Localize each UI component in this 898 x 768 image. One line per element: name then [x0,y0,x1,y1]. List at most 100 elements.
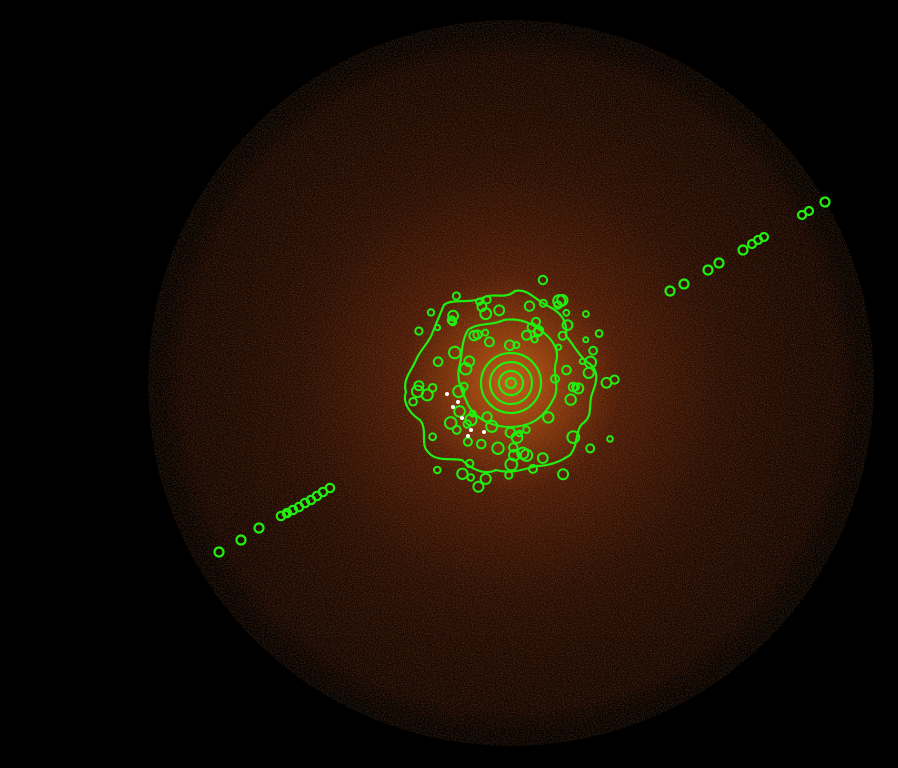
contour-blob [459,362,473,376]
field-noise [148,20,874,746]
contour-blob [410,384,425,398]
contour-blob [522,425,531,435]
contour-blob [485,419,499,433]
contour-blob [414,326,424,336]
jet-knot [702,264,714,276]
ring-contour-1 [479,351,543,415]
contour-blob [481,328,490,337]
source-marker [482,430,486,434]
contour-blob [530,335,539,344]
contour-blob [528,463,538,474]
contour-blob [557,330,568,341]
contour-blob [428,432,438,442]
contour-blob [606,435,614,443]
contour-blob [504,426,517,439]
contour-blob [463,355,476,368]
contour-blob [432,356,444,368]
ring-contour-3 [497,369,525,397]
contour-blob [564,393,577,406]
contour-blob [426,308,436,317]
contour-blob [594,329,604,338]
source-marker [451,405,455,409]
contour-blob [459,381,469,391]
contour-blob [572,382,585,395]
contour-blob [550,373,560,384]
contour-blob [482,295,492,305]
contour-blob [588,345,598,356]
contour-blob [512,341,521,350]
jet-knot [324,482,336,494]
contour-blob [515,429,524,438]
jet-knot [758,231,770,243]
contour-blob [523,300,536,312]
jet-knot [213,546,225,558]
jet-knot [678,278,690,290]
source-marker [460,416,464,420]
contour-blob [472,480,485,493]
contour-blob [491,441,505,455]
contour-blob [427,383,438,393]
contour-blob [448,317,458,327]
contour-blob [451,291,461,301]
jet-knot [281,509,291,519]
contour-blob [462,419,472,429]
contour-blob [562,308,571,317]
contour-blob [433,465,442,475]
contour-blob [561,319,574,332]
contour-blob [583,355,598,369]
contour-blob [452,384,466,398]
contour-blob [465,458,475,469]
contour-blob [476,438,487,450]
contour-blob [453,405,466,418]
contour-blob [504,457,519,472]
jet-knot [737,244,749,256]
lower-left-jet-chain [213,482,336,558]
contour-blob [483,336,495,348]
contour-blob [585,443,596,454]
contour-blob [508,442,519,453]
contour-blob [448,345,462,360]
contour-blob [542,411,555,424]
contour-blob [433,324,442,332]
contour-blob [443,416,458,430]
ring-contour-4 [504,376,518,390]
source-marker [445,392,449,396]
jet-knot [235,534,247,546]
contour-blob [582,310,590,318]
contour-blob [555,343,563,351]
source-marker [466,434,470,438]
contour-blob [464,413,478,427]
contour-blob [481,411,493,423]
contour-blob [456,467,469,480]
contour-blob [561,364,572,376]
jet-knot [803,205,815,217]
outer-contour [403,289,598,474]
contour-blob [479,472,492,485]
contour-blob [532,326,544,338]
jet-knot [664,285,676,297]
source-marker [456,400,460,404]
ring-contour-2 [488,360,534,406]
contour-blob [504,470,514,480]
contour-blob [413,380,425,392]
contour-blob [447,309,460,322]
contour-blob [472,329,483,340]
contour-blob [536,452,549,465]
contour-blob-cluster [408,274,620,493]
upper-right-jet-chain [664,196,831,297]
jet-knot [819,196,831,208]
contour-blob [503,339,516,352]
contour-blob [609,374,620,385]
contour-blob [493,304,506,317]
jet-knot [253,522,265,534]
contour-blob [582,336,590,344]
contour-blob [475,297,484,306]
source-markers [445,392,486,438]
contour-blob [519,448,534,462]
contour-blob [408,396,418,407]
contour-blob [557,468,570,481]
contour-blob [538,298,548,308]
source-marker [469,428,473,432]
